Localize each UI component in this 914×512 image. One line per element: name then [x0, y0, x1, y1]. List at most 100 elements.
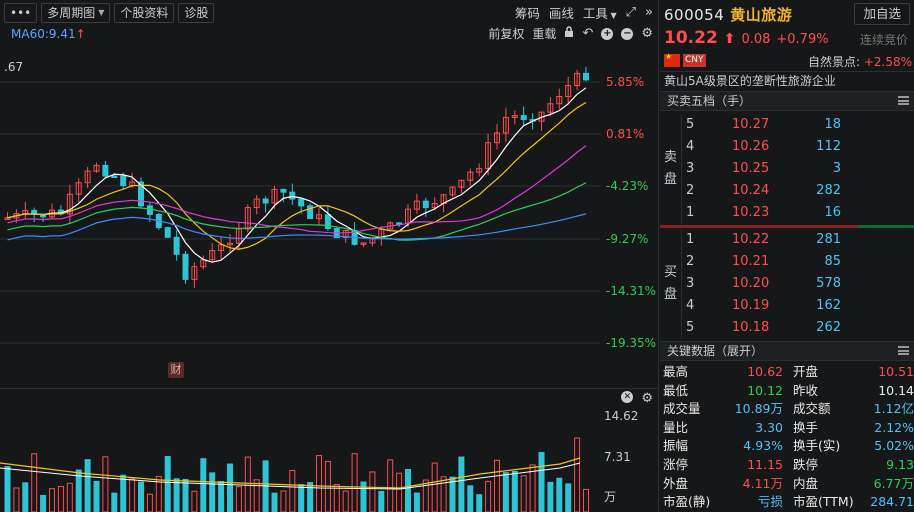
bid-row[interactable]: 3 10.20 578: [682, 273, 914, 295]
undo-icon[interactable]: ↶: [582, 26, 594, 41]
zoom-in-icon[interactable]: +: [601, 27, 614, 40]
candle-body: [422, 200, 429, 209]
stock-profile-button[interactable]: 个股资料: [114, 2, 175, 23]
ask-level: 5: [686, 117, 695, 132]
adjust-price-button[interactable]: 前复权: [488, 27, 525, 41]
multi-period-button[interactable]: 多周期图 ▼: [41, 2, 111, 23]
ask-level: 3: [686, 161, 695, 176]
bid-row[interactable]: 4 10.19 162: [682, 295, 914, 317]
fullscreen-icon[interactable]: ⤢: [625, 5, 637, 20]
zoom-out-icon[interactable]: −: [621, 27, 634, 40]
volume-bar: [173, 478, 180, 512]
candle-body: [324, 214, 331, 230]
volume-chart: [0, 437, 589, 512]
volume-bar: [538, 452, 545, 512]
orderbook-divider: [660, 225, 914, 228]
candle-body: [191, 266, 198, 280]
ask-row[interactable]: 2 10.24 282: [682, 180, 914, 202]
volume-bar: [57, 486, 64, 512]
reload-button[interactable]: 重载: [532, 27, 557, 41]
ask-level: 2: [686, 183, 695, 198]
volume-bar: [529, 464, 536, 512]
volume-bar: [547, 481, 554, 512]
bid-row[interactable]: 5 10.18 262: [682, 317, 914, 339]
volume-bar: [75, 469, 82, 512]
tools-button[interactable]: 工具 ▼: [583, 3, 617, 22]
keydata-header[interactable]: 关键数据（展开）: [660, 341, 914, 361]
candle-body: [244, 207, 251, 230]
ask-row[interactable]: 3 10.25 3: [682, 158, 914, 180]
chart-toolbar: ••• 多周期图 ▼ 个股资料 诊股 筹码 画线 工具 ▼ ⤢ »: [0, 0, 659, 25]
currency-badge: CNY: [683, 54, 706, 67]
candle-body: [271, 188, 278, 204]
volume-bar: [146, 493, 153, 512]
ma60-arrow-icon: ↑: [75, 27, 86, 41]
volume-bar: [583, 488, 589, 512]
candle-body: [316, 214, 322, 220]
bid-price: 10.20: [732, 276, 770, 291]
volume-bar: [387, 459, 394, 512]
price-change: 0.08: [741, 32, 771, 47]
keydata-l1: 涨停: [663, 457, 689, 472]
keydata-row: 外盘 4.11万 内盘 6.77万: [660, 474, 914, 493]
keydata-v1: 4.93%: [743, 438, 783, 454]
candle-body: [182, 253, 189, 280]
volume-bar: [244, 456, 251, 512]
candle-body: [449, 186, 456, 196]
ask-row[interactable]: 4 10.26 112: [682, 136, 914, 158]
sell-label-2: 盘: [663, 172, 677, 187]
keydata-v1: 10.12: [747, 382, 783, 398]
ask-vol: 18: [824, 117, 841, 132]
ask-row[interactable]: 1 10.23 16: [682, 202, 914, 224]
candle-body: [583, 72, 589, 81]
y-label-5: -14.31%: [606, 284, 657, 298]
trading-status: 连续竞价: [859, 33, 908, 47]
volume-bar: [396, 472, 403, 512]
diagnose-label: 诊股: [184, 5, 209, 20]
bid-row[interactable]: 1 10.22 281: [682, 229, 914, 251]
orderbook-header[interactable]: 买卖五档（手）: [660, 91, 914, 111]
add-watchlist-button[interactable]: 加自选: [854, 3, 910, 25]
lock-icon[interactable]: [564, 26, 574, 41]
volume-bar: [431, 462, 438, 512]
diagnose-button[interactable]: 诊股: [178, 2, 215, 23]
ask-row[interactable]: 5 10.27 18: [682, 114, 914, 136]
price-change-pct: +0.79%: [776, 32, 829, 47]
drawline-button[interactable]: 画线: [548, 6, 574, 21]
vol-label-max: 14.62: [604, 409, 639, 423]
candle-body: [218, 244, 225, 252]
close-icon[interactable]: ✕: [621, 391, 634, 403]
bid-row[interactable]: 2 10.21 85: [682, 251, 914, 273]
ask-price: 10.23: [732, 205, 770, 220]
more-menu-button[interactable]: •••: [4, 2, 38, 23]
candle-body: [476, 168, 483, 173]
volume-bar: [271, 492, 278, 512]
buy-label-1: 买: [663, 265, 677, 280]
last-price-value: 10.22: [664, 28, 718, 48]
candle-body: [120, 175, 127, 187]
menu-icon[interactable]: [898, 346, 909, 355]
sector-change[interactable]: 自然景点: +2.58%: [808, 53, 912, 70]
bid-level: 3: [686, 276, 695, 291]
settings-gear-icon[interactable]: ⚙: [641, 26, 653, 41]
keydata-l2: 跌停: [793, 457, 819, 472]
menu-icon[interactable]: [898, 96, 909, 105]
volume-bar: [209, 472, 216, 512]
volume-bar: [227, 463, 233, 512]
candle-body: [138, 181, 144, 207]
volume-bar: [351, 453, 358, 512]
candle-body: [209, 250, 216, 261]
collapse-icon[interactable]: »: [645, 5, 653, 20]
earnings-event-badge[interactable]: 财: [168, 362, 184, 378]
candlestick-chart: [0, 66, 600, 344]
y-label-4: -9.27%: [606, 232, 649, 246]
candle-body: [262, 198, 269, 204]
sell-side-label: 卖盘: [660, 114, 682, 224]
settings-gear-icon[interactable]: ⚙: [641, 391, 653, 406]
bid-vol: 85: [824, 254, 841, 269]
volume-header: ✕ ⚙: [0, 388, 659, 408]
sell-label-1: 卖: [663, 150, 677, 165]
chips-button[interactable]: 筹码: [514, 6, 540, 21]
quote-panel: 600054 黄山旅游 加自选 10.22 ⬆ 0.08 +0.79% 连续竞价 …: [660, 0, 914, 512]
keydata-row: 涨停 11.15 跌停 9.13: [660, 455, 914, 474]
